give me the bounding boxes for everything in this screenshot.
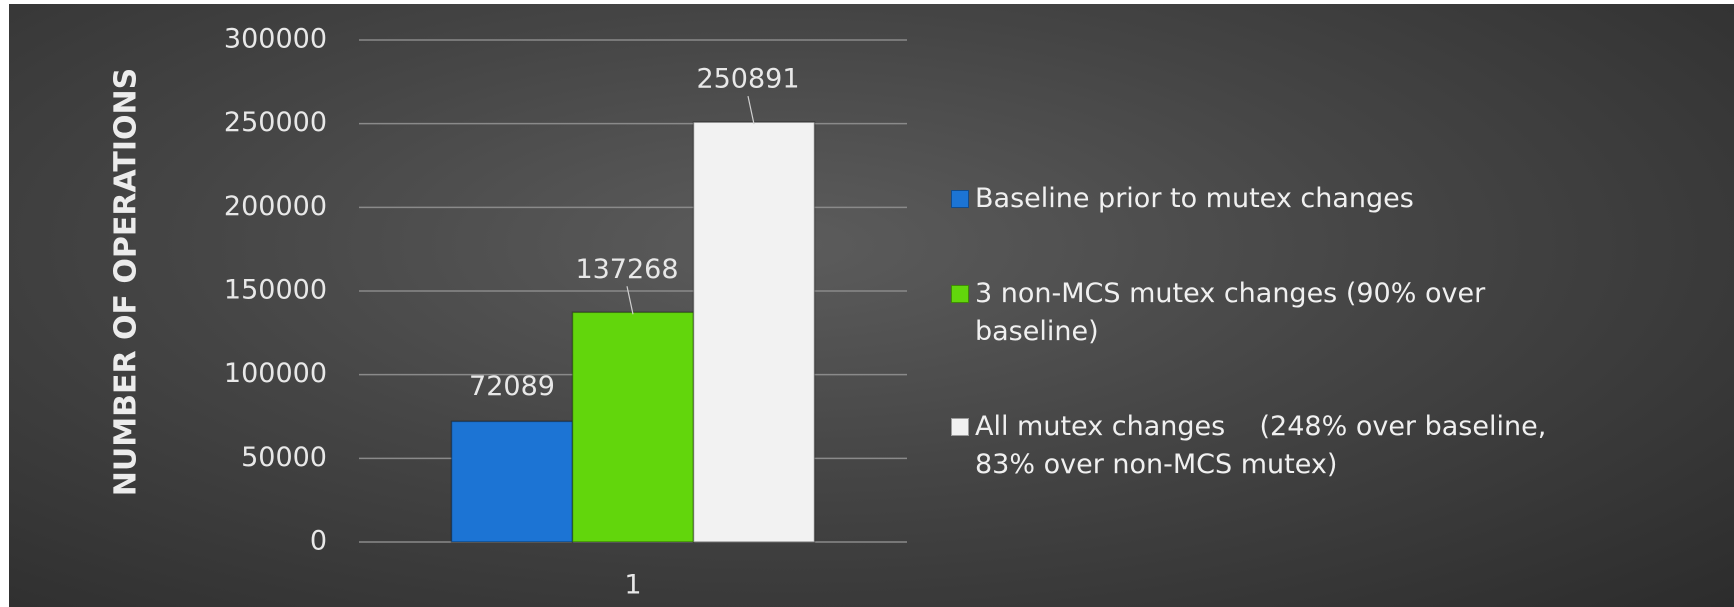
y-tick-label: 200000 [224,191,327,222]
bar [571,311,695,543]
y-tick-label: 100000 [224,358,327,389]
legend-label: 3 non-MCS mutex changes (90% over baseli… [975,278,1494,347]
data-label: 250891 [696,64,799,95]
legend-label: Baseline prior to mutex changes [975,183,1414,214]
legend-swatch [951,190,969,208]
legend-swatch [951,418,969,436]
legend-entry: 3 non-MCS mutex changes (90% over baseli… [951,275,1575,351]
legend-swatch [951,285,969,303]
legend: Baseline prior to mutex changes 3 non-MCS… [951,180,1575,484]
chart-area: NUMBER OF OPERATIONS 0 50000 100000 150000 2… [9,4,1734,607]
legend-entry: Baseline prior to mutex changes [951,180,1575,218]
legend-label: All mutex changes (248% over baseline, 8… [975,411,1555,480]
bar [450,420,574,543]
x-tick-label: 1 [624,570,641,601]
data-label: 72089 [469,371,555,402]
y-tick-label: 150000 [224,275,327,306]
y-axis-title: NUMBER OF OPERATIONS [109,68,144,496]
y-tick-label: 300000 [224,24,327,55]
y-tick-label: 250000 [224,107,327,138]
bar [692,121,816,543]
y-tick-label: 0 [310,526,327,557]
y-tick-label: 50000 [241,442,327,473]
leader-line [626,286,634,315]
legend-entry: All mutex changes (248% over baseline, 8… [951,408,1575,484]
chart: NUMBER OF OPERATIONS 0 50000 100000 150000 2… [109,24,907,601]
data-label: 137268 [575,254,678,285]
leader-line [747,96,755,125]
